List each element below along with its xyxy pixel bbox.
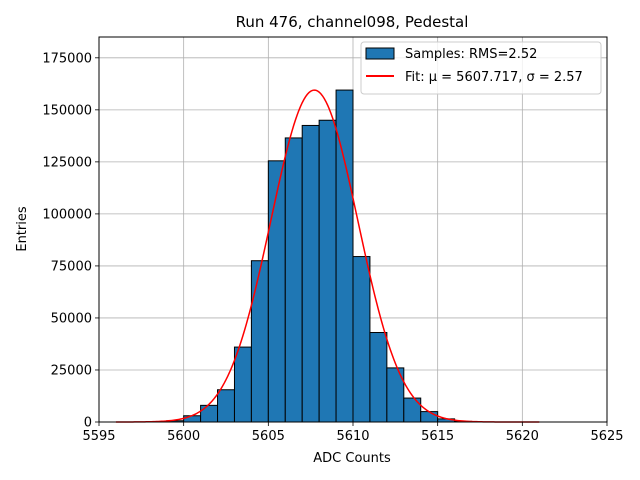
- legend-fit-label: Fit: μ = 5607.717, σ = 2.57: [405, 70, 583, 85]
- gaussian-fit-curve: [115, 89, 540, 423]
- y-tick-label: 100000: [42, 207, 92, 222]
- y-tick-label: 50000: [51, 311, 92, 326]
- legend-histogram-label: Samples: RMS=2.52: [405, 47, 537, 62]
- y-tick-label: 25000: [51, 363, 92, 378]
- y-tick-label: 75000: [51, 259, 92, 274]
- histogram-bar: [200, 404, 219, 423]
- histogram-bar: [250, 260, 269, 423]
- x-tick-label: 5600: [167, 429, 200, 444]
- histogram-bar: [183, 415, 202, 423]
- y-tick-label: 175000: [42, 51, 92, 66]
- histogram-bar: [233, 346, 252, 423]
- histogram-bar: [301, 124, 320, 423]
- y-tick-label: 0: [84, 416, 92, 431]
- y-tick-label: 125000: [42, 155, 92, 170]
- y-axis-label: Entries: [15, 206, 30, 252]
- histogram-bar: [217, 389, 235, 423]
- legend: Samples: RMS=2.52 Fit: μ = 5607.717, σ =…: [360, 41, 602, 95]
- x-axis-label: ADC Counts: [313, 451, 391, 466]
- x-tick-label: 5605: [252, 429, 285, 444]
- histogram-bar: [369, 332, 388, 423]
- x-tick-label: 5595: [82, 429, 115, 444]
- histogram-bar: [420, 411, 439, 423]
- x-tick-label: 5615: [421, 429, 454, 444]
- histogram-bar: [284, 137, 303, 423]
- legend-histogram-swatch: [365, 47, 395, 60]
- chart-title: Run 476, channel098, Pedestal: [236, 13, 469, 31]
- y-axis-ticks: 0 25000 50000 75000 100000 125000 150000 175000: [42, 51, 99, 431]
- x-tick-label: 5625: [590, 429, 623, 444]
- x-tick-label: 5610: [336, 429, 369, 444]
- x-axis-ticks: 5595 5600 5605 5610 5615 5620 5625: [82, 422, 624, 444]
- x-tick-label: 5620: [506, 429, 539, 444]
- histogram-bar: [352, 256, 371, 423]
- histogram-bar: [318, 119, 337, 423]
- y-tick-label: 150000: [42, 103, 92, 118]
- histogram-bar: [267, 160, 286, 423]
- histogram-bars: [166, 89, 473, 423]
- legend-box: [360, 41, 602, 95]
